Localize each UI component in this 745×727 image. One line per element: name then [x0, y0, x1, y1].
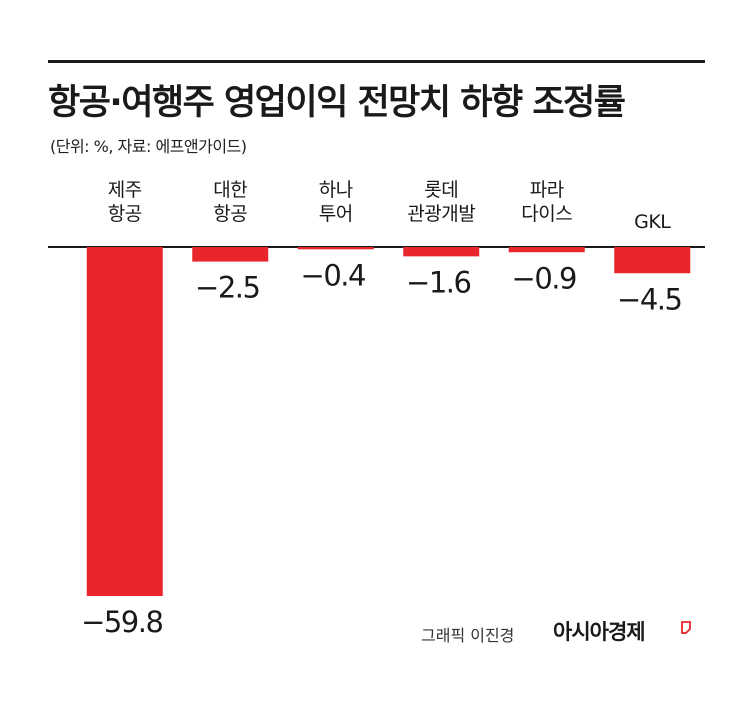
chart-title: 항공·여행주 영업이익 전망치 하향 조정률: [48, 83, 626, 123]
brand-logo-text: 아시아경제: [553, 620, 646, 644]
bar: [403, 247, 480, 257]
category-label: 항공: [213, 203, 247, 225]
category-label: 롯데: [424, 179, 458, 201]
value-label: −0.9: [512, 261, 576, 295]
category-label: 투어: [319, 203, 353, 225]
category-label: 다이스: [521, 203, 572, 225]
value-label: −59.8: [81, 605, 162, 639]
category-label: 파라: [530, 179, 564, 201]
brand-mark-icon: [681, 621, 691, 634]
bar: [297, 247, 374, 250]
value-label: −4.5: [617, 282, 681, 316]
bar: [86, 247, 163, 596]
bar: [614, 247, 691, 274]
bar: [508, 247, 585, 253]
bar: [192, 247, 269, 262]
graphic-credit: 그래픽 이진경: [421, 626, 515, 645]
category-label: 관광개발: [407, 203, 475, 225]
value-label: −2.5: [195, 271, 259, 305]
category-label: 대한: [213, 179, 247, 201]
value-label: −0.4: [301, 258, 365, 292]
category-label: 항공: [108, 203, 142, 225]
category-label: 하나: [319, 179, 353, 201]
chart-subtitle: (단위: %, 자료: 에프앤가이드): [50, 137, 247, 156]
category-label: 제주: [108, 179, 142, 201]
category-label: GKL: [634, 211, 671, 233]
top-rule: [48, 60, 705, 63]
value-label: −1.6: [406, 265, 470, 299]
